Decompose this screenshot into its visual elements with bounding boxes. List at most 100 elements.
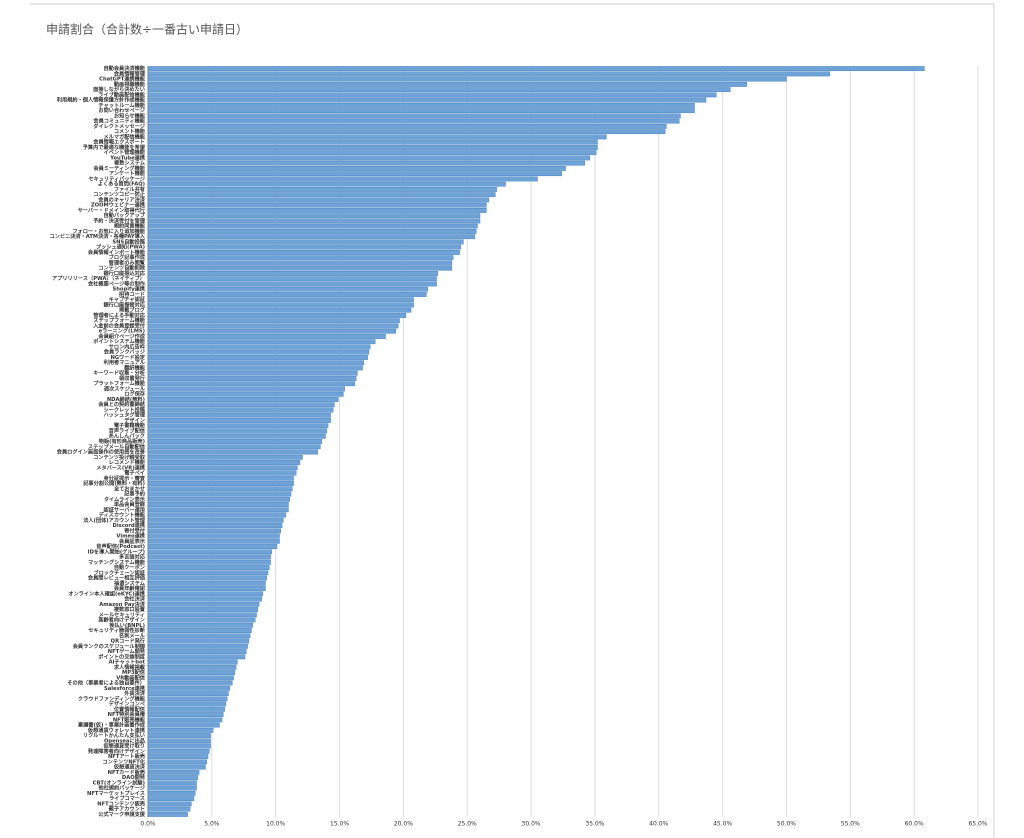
bar: [147, 255, 454, 261]
y-tick-label: NFTアート販売: [108, 752, 146, 760]
y-tick-label: MP3配信: [122, 668, 146, 676]
y-tick-label: 会員情報管理: [114, 69, 146, 77]
bar: [147, 402, 335, 408]
x-tick-label: 65.0%: [968, 821, 987, 828]
bar: [147, 376, 357, 381]
y-tick-label: NDA締結(無料): [107, 395, 145, 403]
y-tick-label: 銀行口座振替対応: [103, 300, 145, 308]
bar: [147, 344, 371, 350]
y-tick-label: メタバース(VR)連携: [96, 463, 146, 471]
y-tick-label: 招待コード: [119, 290, 145, 298]
y-tick-label: 予算内で最適な機能を希望: [83, 143, 145, 151]
bar: [147, 181, 506, 187]
bar: [147, 659, 238, 665]
y-tick-label: ファイル共有: [114, 185, 145, 193]
bar: [147, 706, 225, 712]
bar: [147, 292, 427, 297]
y-tick-label: ログ保存: [124, 390, 146, 398]
y-tick-label: キーワード収集・分析: [93, 369, 146, 377]
y-tick-label: 稟議書(仮)・事業計画書作成: [77, 721, 146, 729]
y-tick-label: アプリリリース（PWA）（ネイティブ）: [52, 274, 145, 282]
y-tick-label: ブロックチェーン認証: [93, 568, 145, 576]
y-tick-label: セキュリティパッケージ: [88, 174, 145, 182]
y-tick-label: 掲載ブログ: [119, 306, 146, 314]
y-tick-label: メルマガ配信機能: [103, 132, 145, 140]
bar: [147, 360, 365, 366]
y-tick-label: デザインコンペ: [109, 700, 145, 708]
bar: [147, 239, 464, 245]
bar: [147, 717, 223, 723]
x-tick-label: 40.0%: [649, 821, 668, 828]
bar: [147, 265, 453, 271]
bar: [147, 113, 681, 119]
x-tick-label: 30.0%: [522, 821, 541, 828]
bar: [147, 496, 290, 502]
bar: [147, 764, 206, 770]
bar: [147, 454, 303, 460]
y-tick-label: お知らせ機能: [114, 111, 146, 119]
bar: [147, 123, 667, 129]
bar: [147, 176, 538, 182]
x-tick-label: 25.0%: [458, 821, 477, 828]
x-tick-label: 35.0%: [585, 821, 604, 828]
y-tick-label: Openseaに出品: [104, 736, 145, 744]
bar: [147, 638, 250, 644]
bar: [147, 491, 292, 497]
bar: [147, 780, 197, 786]
y-tick-label: 管理者による手動対応: [93, 311, 146, 319]
y-tick-label: 会員情報インポート機能: [88, 248, 146, 256]
y-tick-label: リクルートかんたん支払い: [83, 731, 145, 739]
x-tick-label: 10.0%: [266, 821, 285, 828]
bar: [147, 670, 236, 675]
y-tick-label: 公式マーク申請支援: [98, 810, 146, 818]
y-tick-label: アンケート機能: [109, 169, 146, 177]
x-tick-label: 60.0%: [905, 821, 924, 828]
y-tick-label: あんしんパック: [109, 432, 145, 440]
y-tick-label: マッチングシステム機能: [88, 558, 146, 566]
bar: [147, 202, 487, 208]
y-tick-label: 名刺メール: [119, 631, 146, 639]
y-tick-label: コメント機能: [114, 127, 146, 135]
bar: [147, 412, 331, 418]
x-tick-label: 0.0%: [140, 821, 156, 828]
y-tick-label: タイムライン表示: [104, 495, 145, 503]
bar: [147, 622, 253, 628]
y-tick-label: シークレット投稿: [103, 405, 145, 413]
y-tick-label: よくある質問(FAQ): [98, 180, 145, 188]
bar: [147, 565, 270, 570]
bar: [147, 166, 566, 171]
x-tick-label: 45.0%: [713, 821, 732, 828]
y-tick-label: プッシュ通知(PWA): [96, 243, 145, 251]
bar: [147, 591, 264, 597]
y-tick-label: Salesforce連携: [104, 684, 146, 692]
y-tick-label: Vimeo連携: [116, 532, 145, 540]
y-tick-label: 管理者のみ閲覧: [109, 258, 146, 266]
y-tick-label: 仮想通貨決済: [113, 763, 146, 771]
bar: [147, 439, 322, 444]
bar: [147, 144, 598, 150]
y-tick-label: ダイレクトメッセージ: [93, 122, 146, 130]
bar: [147, 675, 234, 681]
y-tick-label: 会員ログイン画面操作の使用感を改善: [57, 448, 146, 456]
bar: [147, 811, 188, 817]
y-tick-label: お問い合わせページ: [98, 106, 145, 114]
y-tick-label: 認証サーバー運用: [104, 505, 145, 513]
y-tick-label: 全ておまかせ: [113, 484, 145, 492]
bar: [147, 139, 598, 145]
bar: [147, 81, 748, 87]
bar: [147, 664, 237, 670]
y-tick-label: 音声ライブ配信: [109, 426, 146, 434]
bar: [147, 155, 591, 161]
bar: [147, 187, 497, 192]
bar: [147, 229, 477, 234]
x-tick-label: 50.0%: [777, 821, 796, 828]
bar: [147, 554, 271, 560]
x-tick-label: 55.0%: [841, 821, 860, 828]
bar: [147, 250, 460, 255]
y-tick-label: サーバー・ドメイン取得代行: [78, 206, 146, 214]
y-tick-label: 入金前の会員登録受付: [92, 321, 146, 329]
bar: [147, 596, 262, 602]
y-tick-label: 規約同意機能: [114, 222, 146, 230]
bar: [147, 701, 227, 707]
bar: [147, 769, 200, 775]
